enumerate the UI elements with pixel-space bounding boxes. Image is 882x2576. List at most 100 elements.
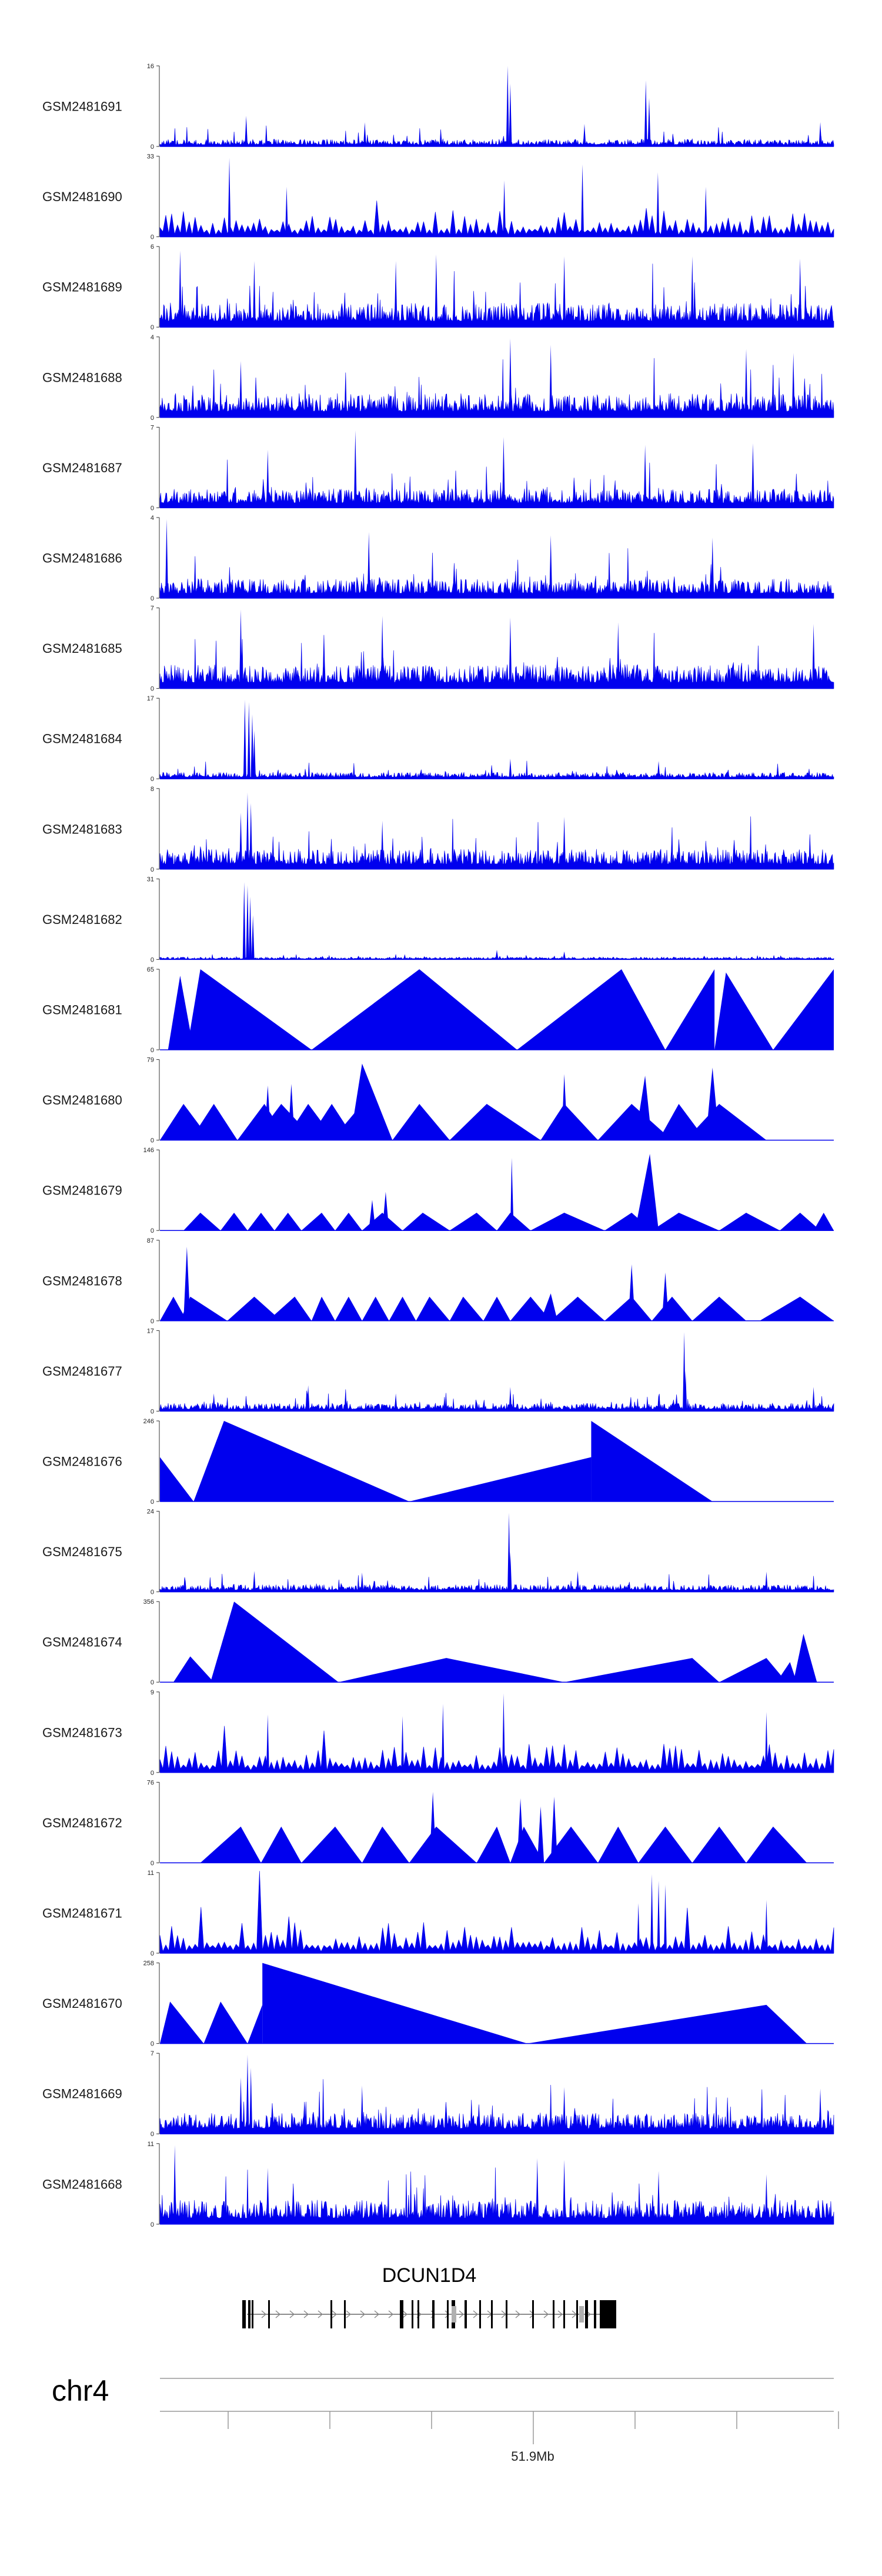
terminal-exon [600,2300,616,2328]
coverage-peak [246,792,249,869]
y-min-label: 0 [151,1318,154,1325]
coverage-peak [764,1712,768,1773]
y-max-label: 6 [151,243,154,251]
coverage-triangle [510,1296,551,1321]
coverage-peak [239,812,243,869]
track-GSM2481671: GSM2481671 11 0 [42,1870,834,1957]
track-GSM2481690: GSM2481690 33 0 [42,154,834,241]
y-max-label: 79 [147,1057,154,1064]
exon [585,2300,588,2328]
coverage-triangle [168,975,194,1050]
coverage-peak [178,251,182,328]
coverage-peak [536,2158,539,2224]
strand-arrow [346,2310,352,2318]
exon [553,2300,554,2328]
coverage-triangle [793,1634,817,1683]
coverage-peak [249,2067,253,2134]
coverage-peak [549,535,553,598]
coverage-peak [764,1571,768,1592]
coverage-triangle [706,1067,720,1140]
coverage-triangle [402,1213,450,1231]
coverage-triangle [634,1154,659,1231]
coverage-triangle [597,1103,672,1140]
coverage-peak [165,519,168,598]
y-min-label: 0 [151,2221,154,2228]
coverage-peak [495,949,499,960]
coverage-triangle [449,1296,484,1321]
exon [242,2300,246,2328]
coverage-peak [818,122,822,146]
coverage-area [159,1871,834,1954]
y-max-label: 4 [151,515,154,522]
coverage-triangle [517,969,666,1050]
coverage-peak [704,186,707,237]
coverage-triangle [260,1826,302,1863]
coverage-peak [690,256,694,328]
coverage-peak [242,882,246,960]
coverage-triangle [537,1806,544,1863]
strand-arrow [303,2310,309,2318]
coverage-triangle [262,1963,527,2044]
track-label: GSM2481679 [42,1183,122,1198]
coverage-peak [576,1570,580,1592]
coverage-area [159,633,834,689]
coverage-peak [509,1387,512,1412]
track-label: GSM2481670 [42,1996,122,2011]
track-label: GSM2481687 [42,461,122,475]
coverage-peak [394,261,397,328]
y-min-label: 0 [151,324,154,331]
coverage-peak [249,896,252,960]
coverage-triangle [429,1791,436,1863]
coverage-peak [506,66,509,146]
exon [417,2300,419,2328]
coverage-peak [764,2174,768,2224]
coverage-peak [657,2171,660,2224]
coverage-triangle [274,1213,302,1231]
coverage-triangle [247,1213,275,1231]
exon [506,2300,507,2328]
track-GSM2481687: GSM2481687 7 0 [42,424,834,512]
exon [432,2300,435,2328]
strand-arrow [445,2310,450,2318]
y-min-label: 0 [151,1408,154,1415]
coverage-peak [656,172,660,237]
strand-arrow [515,2310,521,2318]
y-min-label: 0 [151,866,154,873]
track-label: GSM2481688 [42,370,122,385]
coverage-triangle [597,1826,639,1863]
track-GSM2481680: GSM2481680 79 0 [42,1057,834,1144]
coverage-triangle [301,1826,362,1863]
y-min-label: 0 [151,2131,154,2138]
y-min-label: 0 [151,1227,154,1234]
coverage-triangle [692,1296,747,1321]
y-min-label: 0 [151,1860,154,1867]
coverage-area [159,2167,834,2225]
coverage-triangle [409,1826,477,1863]
track-label: GSM2481674 [42,1635,122,1650]
y-max-label: 11 [148,1870,154,1877]
coverage-peak [228,158,231,237]
y-min-label: 0 [151,415,154,422]
track-label: GSM2481680 [42,1093,122,1107]
coverage-peak [380,616,384,689]
coverage-peak [245,115,248,146]
coverage-triangle [540,1103,598,1140]
exon [344,2300,346,2328]
exon [532,2300,534,2328]
coverage-area [159,548,834,599]
y-max-label: 33 [147,154,154,161]
y-min-label: 0 [151,144,154,151]
coverage-peak [239,361,243,418]
coverage-peak [509,84,512,146]
coverage-peak [764,1900,768,1953]
coverage-triangle [776,1661,797,1683]
y-max-label: 17 [147,695,154,702]
coverage-peak [657,761,660,779]
strand-arrow [473,2310,479,2318]
coverage-area [159,1574,834,1592]
track-label: GSM2481668 [42,2177,122,2191]
coverage-triangle [759,1296,834,1321]
coverage-triangle [692,1826,747,1863]
y-max-label: 65 [147,966,154,973]
track-GSM2481678: GSM2481678 87 0 [42,1237,834,1325]
